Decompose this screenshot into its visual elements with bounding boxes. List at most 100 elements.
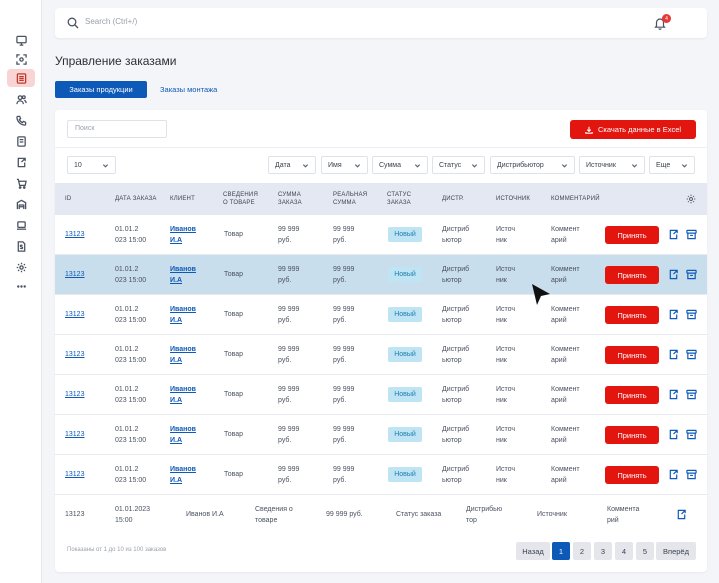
accept-button[interactable]: Принять — [605, 426, 659, 444]
table-row[interactable]: 13123 01.01.2 023 15:00 Иванов И.А Товар 9… — [55, 335, 707, 375]
row-id-link[interactable]: 13123 — [65, 351, 85, 358]
archive-icon[interactable] — [686, 349, 697, 360]
row-date: 01.01.2 023 15:00 — [115, 264, 146, 286]
archive-icon[interactable] — [686, 309, 697, 320]
table-row[interactable]: 13123 01.01.2 023 15:00 Иванов И.А Товар 9… — [55, 255, 707, 295]
row-client-link[interactable]: Иванов И.А — [170, 464, 196, 486]
row-distr-line1: Дистриб — [442, 266, 470, 273]
notification-bell-icon[interactable] — [653, 16, 667, 30]
export-row-icon[interactable] — [668, 429, 679, 440]
archive-icon[interactable] — [686, 469, 697, 480]
global-search-input[interactable]: Search (Ctrl+/) — [85, 17, 138, 26]
row-sum: 99 999 руб. — [326, 511, 363, 518]
header-distr: ДИСТР. — [442, 196, 464, 202]
row-id-link[interactable]: 13123 — [65, 471, 85, 478]
row-date: 01.01.2 023 15:00 — [115, 344, 146, 366]
pagination-prev-button[interactable]: Назад — [516, 542, 550, 560]
export-row-icon[interactable] — [668, 229, 679, 240]
filter-date[interactable]: Дата — [268, 156, 316, 174]
row-comment: Коммент арий — [551, 224, 580, 246]
export-row-icon[interactable] — [668, 349, 679, 360]
row-comment-line1: Коммент — [551, 306, 580, 313]
laptop-icon[interactable] — [7, 216, 35, 234]
accept-button[interactable]: Принять — [605, 226, 659, 244]
row-client-link[interactable]: Иванов И.А — [170, 424, 196, 446]
row-client-link[interactable]: Иванов И.А — [170, 344, 196, 366]
row-client-link[interactable]: Иванов И.А — [170, 264, 196, 286]
table-row[interactable]: 13123 01.01.2 023 15:00 Иванов И.А Товар 9… — [55, 295, 707, 335]
archive-icon[interactable] — [686, 429, 697, 440]
accept-button[interactable]: Принять — [605, 306, 659, 324]
row-client-link[interactable]: Иванов И.А — [170, 224, 196, 246]
table-row[interactable]: 13123 01.01.2 023 15:00 Иванов И.А Товар 9… — [55, 375, 707, 415]
cart-icon[interactable] — [7, 174, 35, 192]
filter-more[interactable]: Еще — [649, 156, 695, 174]
accept-button[interactable]: Принять — [605, 466, 659, 484]
row-real-sum: 99 999 руб. — [333, 224, 354, 246]
row-client-link[interactable]: Иванов И.А — [170, 384, 196, 406]
export-icon[interactable] — [7, 153, 35, 171]
gear-icon[interactable] — [7, 258, 35, 276]
export-row-icon[interactable] — [668, 269, 679, 280]
table-search-input[interactable]: Поиск — [67, 120, 167, 138]
search-icon — [67, 17, 79, 29]
pagination-page-3[interactable]: 3 — [594, 542, 612, 560]
table-row[interactable]: 13123 01.01.2 023 15:00 Иванов И.А Товар 9… — [55, 215, 707, 255]
filter-date-label: Дата — [275, 161, 291, 169]
row-id-link[interactable]: 13123 — [65, 271, 85, 278]
filter-sum[interactable]: Сумма — [372, 156, 428, 174]
row-date-line1: 01.01.2 — [115, 426, 139, 433]
row-id-link[interactable]: 13123 — [65, 391, 85, 398]
pagination-page-1[interactable]: 1 — [552, 542, 570, 560]
filter-distributor[interactable]: Дистрибьютор — [490, 156, 575, 174]
monitor-icon[interactable] — [7, 31, 35, 49]
tab-product-orders[interactable]: Заказы продукции — [55, 81, 147, 98]
archive-icon[interactable] — [686, 269, 697, 280]
archive-icon[interactable] — [686, 389, 697, 400]
filter-source[interactable]: Источник — [579, 156, 645, 174]
row-sum: 99 999 руб. — [278, 224, 299, 246]
export-row-icon[interactable] — [668, 309, 679, 320]
row-id-link[interactable]: 13123 — [65, 231, 85, 238]
row-date-line2: 023 15:00 — [115, 237, 147, 244]
phone-icon[interactable] — [7, 111, 35, 129]
archive-icon[interactable] — [686, 229, 697, 240]
filter-name[interactable]: Имя — [321, 156, 368, 174]
document-icon[interactable] — [7, 132, 35, 150]
row-id-link[interactable]: 13123 — [65, 311, 85, 318]
table-row[interactable]: 13123 01.01.2 023 15:00 Иванов И.А Товар 9… — [55, 415, 707, 455]
row-id-link[interactable]: 13123 — [65, 431, 85, 438]
page-size-select[interactable]: 10 — [67, 156, 116, 174]
warehouse-icon[interactable] — [7, 195, 35, 213]
dollar-file-icon[interactable] — [7, 237, 35, 255]
export-row-icon[interactable] — [676, 509, 687, 520]
row-sum-line2: руб. — [278, 277, 292, 284]
table-row[interactable]: 13123 01.01.2 023 15:00 Иванов И.А Товар 9… — [55, 455, 707, 495]
users-icon[interactable] — [7, 90, 35, 108]
pagination-next-button[interactable]: Вперёд — [656, 542, 696, 560]
row-distr-line2: тор — [466, 517, 477, 524]
filter-status[interactable]: Статус — [432, 156, 485, 174]
pagination-page-2[interactable]: 2 — [573, 542, 591, 560]
export-excel-button[interactable]: Скачать данные в Excel — [570, 120, 696, 139]
accept-button[interactable]: Принять — [605, 346, 659, 364]
row-source-line1: Источ — [496, 306, 516, 313]
pagination-page-4[interactable]: 4 — [615, 542, 633, 560]
more-icon[interactable] — [7, 277, 35, 295]
scan-icon[interactable] — [7, 50, 35, 68]
row-sum: 99 999 руб. — [278, 424, 299, 446]
export-row-icon[interactable] — [668, 389, 679, 400]
table-settings-gear-icon[interactable] — [686, 194, 696, 204]
orders-icon[interactable] — [7, 69, 35, 87]
export-row-icon[interactable] — [668, 469, 679, 480]
accept-button[interactable]: Принять — [605, 386, 659, 404]
row-distr: Дистриб ьютор — [442, 384, 469, 406]
row-date-line2: 023 15:00 — [115, 317, 147, 324]
header-sum-line2: ЗАКАЗА — [278, 200, 302, 206]
row-distr-line2: ьютор — [442, 357, 462, 364]
accept-button[interactable]: Принять — [605, 266, 659, 284]
pagination-page-5[interactable]: 5 — [636, 542, 654, 560]
tab-installation-orders[interactable]: Заказы монтажа — [160, 85, 218, 94]
row-distr-line1: Дистриб — [442, 226, 470, 233]
row-client-link[interactable]: Иванов И.А — [170, 304, 196, 326]
